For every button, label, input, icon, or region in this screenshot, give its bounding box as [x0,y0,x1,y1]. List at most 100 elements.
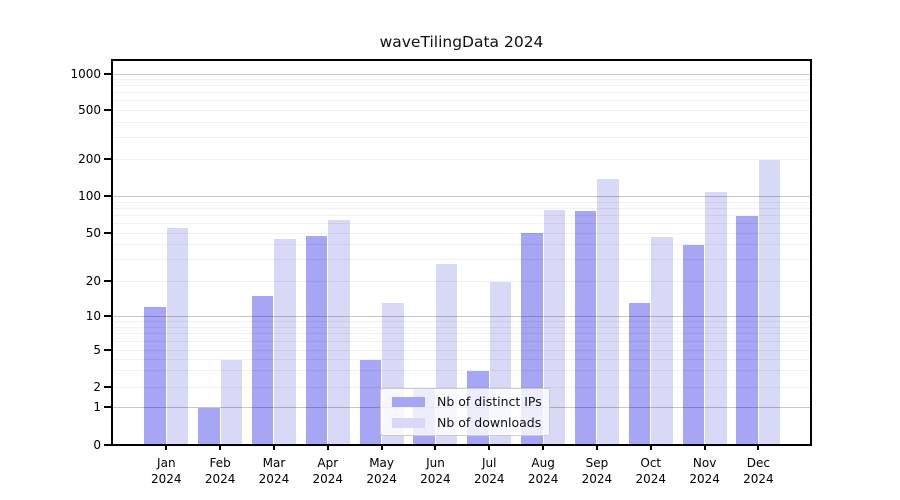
y-tick-label: 20 [85,273,101,288]
minor-gridline [113,122,810,123]
bar-downloads-dec [758,160,781,445]
x-tick-label: Feb 2024 [204,456,236,486]
x-tick-label: Nov 2024 [689,456,720,486]
bar-downloads-mar [274,239,296,445]
x-tick [703,445,706,450]
x-tick [649,445,652,450]
major-gridline [113,315,810,317]
bar-downloads-aug [543,210,566,445]
bar-ips-sep [574,211,597,445]
major-gridline [113,73,810,75]
y-tick [104,109,113,111]
x-tick [757,445,760,450]
legend-item-distinct-ips: Nb of distinct IPs [381,391,549,412]
x-tick [219,445,222,450]
minor-gridline [113,244,810,246]
x-tick-label: Jun 2024 [420,456,451,486]
x-tick [595,445,598,450]
legend-item-downloads: Nb of downloads [381,412,549,433]
legend-swatch-downloads [392,417,425,428]
legend-label-downloads: Nb of downloads [437,415,542,430]
bar-ips-jan [144,307,166,445]
y-tick [104,279,113,282]
y-tick [104,231,113,234]
bar-ips-feb [198,408,220,445]
x-tick-label: Dec 2024 [743,456,774,486]
bar-downloads-oct [651,237,673,445]
y-tick [104,444,113,446]
x-tick [165,445,168,450]
x-tick [380,445,383,450]
minor-gridline [113,201,810,203]
bar-downloads-apr [328,219,350,445]
minor-gridline [113,85,810,87]
plot-area: Nb of distinct IPs Nb of downloads Jan 2… [70,59,812,486]
y-tick [104,406,113,408]
minor-gridline [113,223,810,225]
y-tick [104,349,113,351]
minor-gridline [113,100,810,102]
right-spine [810,59,812,446]
minor-gridline [113,92,810,94]
bar-downloads-feb [220,359,243,445]
bar-ips-may [359,359,382,445]
y-tick [104,158,113,161]
minor-gridline [113,79,810,81]
x-tick-label: Aug 2024 [527,456,559,486]
x-tick-label: Jan 2024 [151,456,182,486]
top-spine [111,59,812,61]
minor-gridline [113,340,810,342]
legend: Nb of distinct IPs Nb of downloads [380,388,550,436]
minor-gridline [113,326,810,328]
x-tick-label: Oct 2024 [635,456,667,486]
y-tick-label: 50 [85,225,101,240]
y-tick [104,195,113,198]
legend-swatch-distinct-ips [392,396,425,407]
y-tick-label: 1 [93,400,101,414]
x-tick [434,445,437,450]
y-axis-spine [111,59,113,446]
x-tick [542,445,545,450]
minor-gridline [113,159,810,161]
y-tick [104,314,113,317]
x-tick [326,445,329,450]
minor-gridline [113,110,810,111]
y-tick-label: 10 [85,308,101,323]
y-tick-label: 1000 [70,66,101,81]
y-tick-label: 200 [78,152,101,167]
minor-gridline [113,280,810,282]
y-tick-label: 500 [78,103,101,117]
minor-gridline [113,386,810,388]
bar-ips-apr [305,235,328,445]
bar-ips-mar [251,296,274,445]
minor-gridline [113,350,810,351]
x-tick-label: May 2024 [366,456,397,486]
x-tick [488,445,491,450]
bar-ips-oct [628,303,651,445]
x-tick [272,445,275,450]
minor-gridline [113,137,810,139]
y-tick-label: 100 [78,189,101,204]
bar-downloads-jan [166,227,189,445]
minor-gridline [113,208,810,210]
y-tick [104,72,113,75]
major-gridline [113,196,810,198]
x-tick-label: Jul 2024 [473,456,505,486]
minor-gridline [113,370,810,372]
x-tick-label: Mar 2024 [258,456,290,486]
x-axis-spine [111,444,812,446]
y-tick-label: 0 [93,438,101,452]
y-tick [104,385,113,388]
bar-ips-dec [736,216,758,445]
x-tick-label: Apr 2024 [312,456,344,486]
minor-gridline [113,333,810,335]
y-tick-label: 2 [93,379,101,394]
minor-gridline [113,320,810,322]
x-tick-label: Sep 2024 [581,456,613,486]
chart-title: waveTilingData 2024 [379,33,544,51]
legend-label-distinct-ips: Nb of distinct IPs [437,394,542,409]
bar-downloads-nov [705,192,727,445]
bar-downloads-sep [597,179,619,445]
minor-gridline [113,259,810,261]
